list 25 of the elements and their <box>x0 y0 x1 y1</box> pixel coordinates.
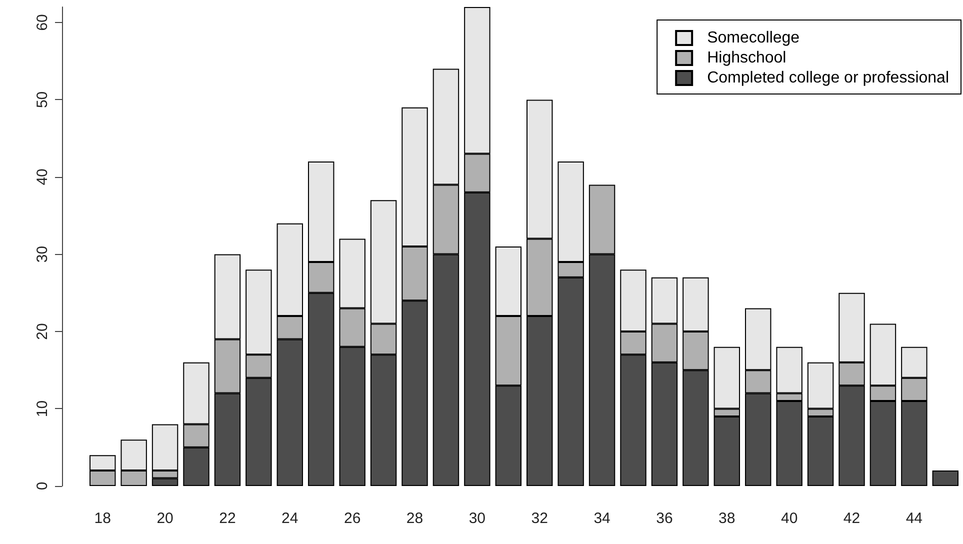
x-tick-label: 24 <box>282 510 298 527</box>
y-tick-label: 20 <box>34 323 51 340</box>
bar <box>932 470 959 486</box>
x-tick-label: 22 <box>219 510 236 527</box>
x-tick-label: 28 <box>406 510 424 527</box>
x-tick-label: 18 <box>94 510 111 527</box>
y-tick-label: 10 <box>34 400 51 418</box>
y-tick-label: 0 <box>34 482 51 490</box>
x-tick-label: 42 <box>843 510 860 527</box>
x-tick-label: 44 <box>906 510 923 527</box>
x-tick-label: 30 <box>468 510 486 527</box>
legend-label: Highschool <box>707 50 786 66</box>
legend-label: Somecollege <box>707 30 800 46</box>
y-tick-label: 30 <box>34 246 51 263</box>
y-tick-label: 40 <box>34 168 51 186</box>
y-tick-label: 60 <box>34 14 51 31</box>
x-tick-label: 26 <box>344 510 361 527</box>
y-tick-label: 50 <box>34 91 51 108</box>
x-tick-label: 40 <box>780 510 798 527</box>
legend-label: Completed college or professional <box>707 70 950 86</box>
x-tick-label: 20 <box>156 510 174 527</box>
x-tick-label: 36 <box>656 510 673 527</box>
x-tick-label: 34 <box>594 510 610 527</box>
x-tick-label: 32 <box>531 510 548 527</box>
x-tick-label: 38 <box>718 510 736 527</box>
